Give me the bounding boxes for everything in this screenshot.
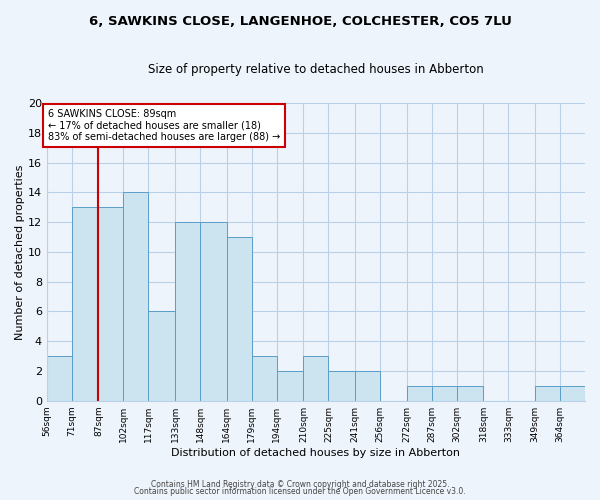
Bar xyxy=(252,356,277,401)
Bar xyxy=(124,192,148,400)
Bar xyxy=(175,222,200,400)
Text: 6 SAWKINS CLOSE: 89sqm
← 17% of detached houses are smaller (18)
83% of semi-det: 6 SAWKINS CLOSE: 89sqm ← 17% of detached… xyxy=(47,109,280,142)
Text: Contains HM Land Registry data © Crown copyright and database right 2025.: Contains HM Land Registry data © Crown c… xyxy=(151,480,449,489)
Title: Size of property relative to detached houses in Abberton: Size of property relative to detached ho… xyxy=(148,62,484,76)
Bar xyxy=(560,386,585,400)
Text: Contains public sector information licensed under the Open Government Licence v3: Contains public sector information licen… xyxy=(134,487,466,496)
Bar xyxy=(200,222,227,400)
Bar xyxy=(148,312,175,400)
Bar xyxy=(47,356,72,401)
Bar xyxy=(227,237,252,400)
Y-axis label: Number of detached properties: Number of detached properties xyxy=(15,164,25,340)
Bar xyxy=(535,386,560,400)
Bar xyxy=(277,371,304,400)
Bar xyxy=(431,386,457,400)
Bar xyxy=(304,356,328,401)
Bar xyxy=(328,371,355,400)
Bar xyxy=(457,386,484,400)
Bar xyxy=(98,207,124,400)
Bar xyxy=(355,371,380,400)
X-axis label: Distribution of detached houses by size in Abberton: Distribution of detached houses by size … xyxy=(172,448,460,458)
Bar xyxy=(407,386,431,400)
Bar xyxy=(72,207,98,400)
Text: 6, SAWKINS CLOSE, LANGENHOE, COLCHESTER, CO5 7LU: 6, SAWKINS CLOSE, LANGENHOE, COLCHESTER,… xyxy=(89,15,511,28)
